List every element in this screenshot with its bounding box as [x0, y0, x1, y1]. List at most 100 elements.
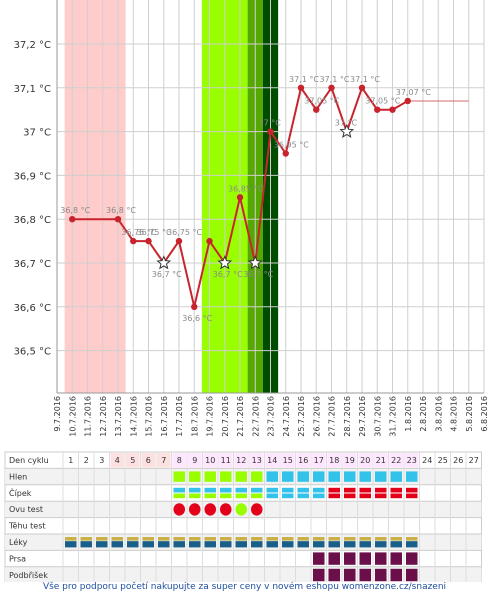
cipek-top [359, 487, 371, 493]
leky-bottom [359, 541, 371, 548]
hlen-cell [204, 471, 216, 482]
day-cell-bg [296, 453, 310, 468]
temperature-point [130, 237, 137, 245]
day-cell-bg [312, 453, 326, 468]
x-tick-label: 18.7.2016 [190, 396, 199, 437]
temperature-data-label: 36,75 °C [167, 228, 202, 237]
leky-bottom [142, 541, 154, 548]
cipek-bottom [344, 493, 356, 499]
x-tick-label: 11.7.2016 [84, 396, 93, 437]
table-row-label: Těhu test [8, 522, 46, 531]
leky-bottom [313, 541, 325, 548]
leky-top [390, 537, 402, 541]
day-cell-bg [374, 453, 388, 468]
phase-band-0 [64, 0, 126, 393]
cipek-bottom [282, 493, 294, 499]
y-axis: 37,2 °C 37,1 °C 37 °C 36,9 °C 36,8 °C 36,7 °C… [14, 40, 51, 358]
cipek-top [266, 487, 278, 493]
prsa-cell [313, 552, 325, 565]
leky-top [375, 537, 387, 541]
promo-footer[interactable]: Vše pro podporu početí nakupujte za supe… [42, 582, 447, 592]
day-cell-bg [281, 453, 295, 468]
leky-top [189, 537, 201, 541]
day-cell-bg [327, 453, 341, 468]
x-tick-label: 14.7.2016 [129, 396, 138, 437]
leky-top [173, 537, 185, 541]
x-tick-label: 4.8.2016 [450, 396, 459, 432]
cipek-bottom [220, 493, 232, 499]
table-row-label: Prsa [9, 554, 26, 563]
hlen-cell [297, 471, 309, 482]
leky-top [297, 537, 309, 541]
x-tick-label: 15.7.2016 [145, 396, 154, 437]
podbrisek-cell [313, 568, 325, 582]
cycle-table: Den cyklu Hlen Čípek Ovu test Těhu test Léky P… [4, 451, 482, 582]
podbrisek-cell [344, 568, 356, 582]
x-tick-label: 22.7.2016 [251, 396, 260, 437]
temperature-point [236, 194, 244, 201]
leky-top [220, 537, 232, 541]
temperature-data-label: 36,7 °C [243, 270, 273, 279]
leky-top [282, 537, 294, 541]
day-cell-bg [405, 453, 419, 468]
x-tick-label: 10.7.2016 [68, 396, 77, 437]
day-number: 10 [205, 456, 215, 465]
day-cell-bg [110, 453, 124, 468]
temperature-point [328, 84, 335, 92]
temperature-data-label: 37,1 °C [320, 75, 350, 84]
leky-bottom [189, 541, 201, 548]
temperature-point [404, 97, 411, 105]
temperature-point [313, 106, 320, 113]
temperature-point-star [217, 255, 233, 270]
day-number: 25 [438, 456, 448, 465]
leky-top [251, 537, 263, 541]
cipek-bottom [297, 493, 309, 499]
cipek-top [189, 487, 201, 493]
x-tick-label: 16.7.2016 [160, 396, 169, 437]
temperature-point-star [156, 255, 172, 270]
ovu-test-mark [251, 503, 263, 516]
podbrisek-cell [406, 568, 418, 582]
hlen-cell [328, 471, 340, 482]
cipek-bottom [251, 493, 263, 499]
temperature-point [267, 128, 274, 135]
y-tick-label: 37,1 °C [14, 84, 51, 95]
temperature-data-label: 37,05 °C [304, 97, 339, 106]
day-number: 8 [177, 456, 182, 465]
hlen-cell [189, 471, 201, 482]
day-number: 5 [130, 456, 135, 465]
temperature-data-label: 36,6 °C [182, 314, 212, 323]
x-tick-label: 2.8.2016 [419, 396, 428, 432]
day-number: 17 [314, 456, 324, 465]
ovu-test-mark [235, 503, 247, 516]
x-tick-label: 3.8.2016 [434, 396, 443, 432]
ovu-test-mark [220, 503, 232, 516]
temperature-point [114, 216, 122, 223]
temperature-data-label: 36,8 °C [60, 206, 90, 215]
day-cell-bg [188, 453, 202, 468]
leky-bottom [282, 541, 294, 548]
day-number: 6 [146, 456, 151, 465]
temperature-data-label: 37,1 °C [289, 75, 319, 84]
day-number: 27 [469, 456, 479, 465]
day-number: 1 [68, 456, 73, 465]
temperature-data-label: 37,1 °C [350, 75, 380, 84]
day-number: 3 [99, 456, 104, 465]
temperature-point [191, 303, 198, 310]
cipek-bottom [375, 493, 387, 499]
y-tick-label: 36,9 °C [14, 171, 51, 182]
day-number: 7 [161, 456, 166, 465]
temperature-point-star [247, 255, 263, 270]
x-tick-label: 17.7.2016 [175, 396, 184, 437]
day-number: 2 [84, 456, 89, 465]
temperature-point [297, 84, 305, 92]
day-number: 15 [283, 456, 293, 465]
table-row-label: Čípek [9, 487, 32, 498]
hlen-cell [282, 471, 294, 482]
x-tick-label: 27.7.2016 [328, 396, 337, 437]
ovu-test-mark [204, 503, 216, 516]
x-tick-label: 23.7.2016 [267, 396, 276, 437]
day-number: 21 [376, 456, 386, 465]
leky-bottom [127, 541, 139, 548]
day-number: 24 [422, 456, 432, 465]
